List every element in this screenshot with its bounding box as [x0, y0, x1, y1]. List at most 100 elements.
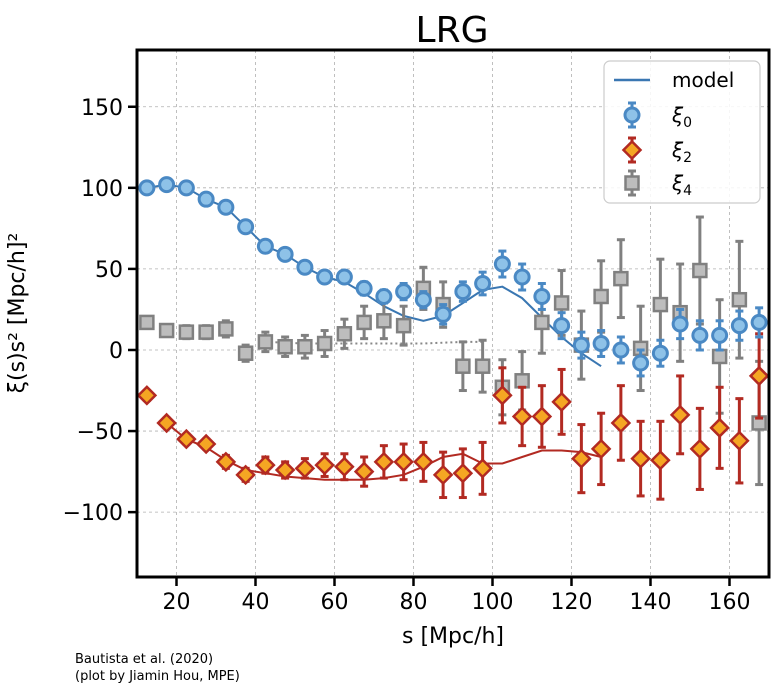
- xi2-point: [274, 459, 296, 481]
- xi2-point: [669, 404, 691, 426]
- xi2-point: [531, 406, 553, 427]
- xi2-point: [136, 385, 158, 406]
- xi0-point: [395, 283, 413, 301]
- xi2-point: [334, 456, 355, 478]
- xi2-point: [551, 391, 572, 413]
- xi4-point: [613, 270, 629, 287]
- xi2-point: [511, 406, 533, 427]
- xi4-point: [652, 296, 669, 313]
- model-curve-xi0: [146, 183, 602, 368]
- credit-line-1: Bautista et al. (2020): [75, 652, 214, 667]
- legend-box: [603, 60, 761, 204]
- xi4-point: [692, 262, 708, 279]
- xi2-point: [689, 438, 711, 460]
- xi0-point: [632, 354, 650, 372]
- xi2-point: [235, 464, 256, 486]
- xi4-point: [297, 338, 313, 355]
- chart-title: LRG: [416, 10, 489, 51]
- legend-marker-xi0: [623, 106, 641, 124]
- xi4-point: [514, 373, 530, 389]
- x-tick-label: 160: [709, 590, 751, 615]
- xi0-point: [138, 179, 156, 197]
- model-curves: [146, 183, 602, 481]
- xi0-point: [612, 341, 630, 359]
- x-tick-label: 20: [163, 590, 191, 615]
- xi4-point: [277, 338, 293, 355]
- y-tick-label: −100: [63, 501, 123, 526]
- legend-label-subscript: 0: [683, 115, 692, 131]
- xi0-point: [592, 334, 610, 352]
- xi0-point: [474, 275, 492, 293]
- legend-marker-xi2: [621, 139, 643, 161]
- xi0-point: [256, 237, 274, 255]
- xi4-point: [395, 317, 412, 334]
- x-tick-label: 60: [321, 590, 349, 615]
- xi0-point: [434, 305, 452, 323]
- xi0-point: [493, 255, 511, 273]
- xi0-point: [651, 344, 669, 362]
- xi4-point: [593, 288, 609, 305]
- xi2-point: [650, 449, 671, 471]
- x-tick-label: 120: [551, 590, 593, 615]
- xi4-point: [376, 313, 392, 329]
- xi4-point: [218, 321, 234, 337]
- xi0-point: [553, 317, 571, 335]
- xi2-point: [255, 454, 276, 476]
- xi4-point: [178, 324, 195, 340]
- xi0-point: [533, 287, 551, 305]
- xi0-point: [217, 198, 235, 216]
- xi2-point: [413, 451, 434, 473]
- legend-label-text: model: [672, 68, 734, 92]
- legend-label-text: ξ: [671, 171, 684, 195]
- xi0-point: [177, 179, 195, 197]
- xi2-point: [748, 365, 770, 387]
- xi4-point: [553, 295, 570, 311]
- x-tick-label: 80: [400, 590, 428, 615]
- xi0-point: [237, 218, 255, 236]
- plot-frame: [135, 48, 771, 579]
- xi4-point: [731, 291, 748, 308]
- y-tick-label: 0: [109, 339, 123, 364]
- legend-marker-xi4: [624, 175, 640, 191]
- data-points: [136, 176, 770, 501]
- y-tick-label: 100: [81, 177, 123, 202]
- xi0-point: [730, 317, 748, 335]
- credit-line-2: (plot by Jiamin Hou, MPE): [75, 669, 240, 684]
- xi2-point: [373, 451, 395, 473]
- legend-label-model: model: [672, 68, 734, 92]
- xi4-point: [474, 358, 491, 374]
- xi2-point: [294, 458, 316, 479]
- xi0-point: [513, 268, 531, 286]
- y-tick-label: 50: [95, 258, 123, 283]
- xi2-point: [452, 462, 474, 484]
- xi0-point: [158, 176, 176, 194]
- xi2-point: [393, 451, 414, 473]
- x-tick-label: 140: [630, 590, 672, 615]
- xi0-point: [750, 313, 768, 331]
- xi2-point: [432, 464, 454, 486]
- legend-label-subscript: 4: [683, 183, 692, 199]
- xi2-point: [492, 385, 513, 406]
- xi4-point: [534, 314, 550, 331]
- legend-label-xi2: ξ2: [671, 138, 692, 166]
- xi4-point: [158, 322, 175, 339]
- xi0-point: [691, 326, 709, 344]
- xi2-point: [729, 430, 750, 452]
- xi0-point: [572, 336, 590, 354]
- xi2-point: [571, 448, 592, 469]
- xi2-point: [314, 454, 335, 476]
- xi0-point: [276, 245, 294, 263]
- xi2-point: [709, 417, 730, 439]
- xi0-point: [335, 268, 353, 286]
- legend-label-text: ξ: [671, 138, 684, 162]
- xi0-point: [454, 283, 472, 301]
- xi2-point: [472, 458, 493, 479]
- x-tick-label: 100: [472, 590, 514, 615]
- xi4-point: [316, 335, 333, 352]
- xi4-point: [198, 324, 214, 340]
- xi4-point: [257, 334, 274, 350]
- xi2-point: [610, 412, 632, 434]
